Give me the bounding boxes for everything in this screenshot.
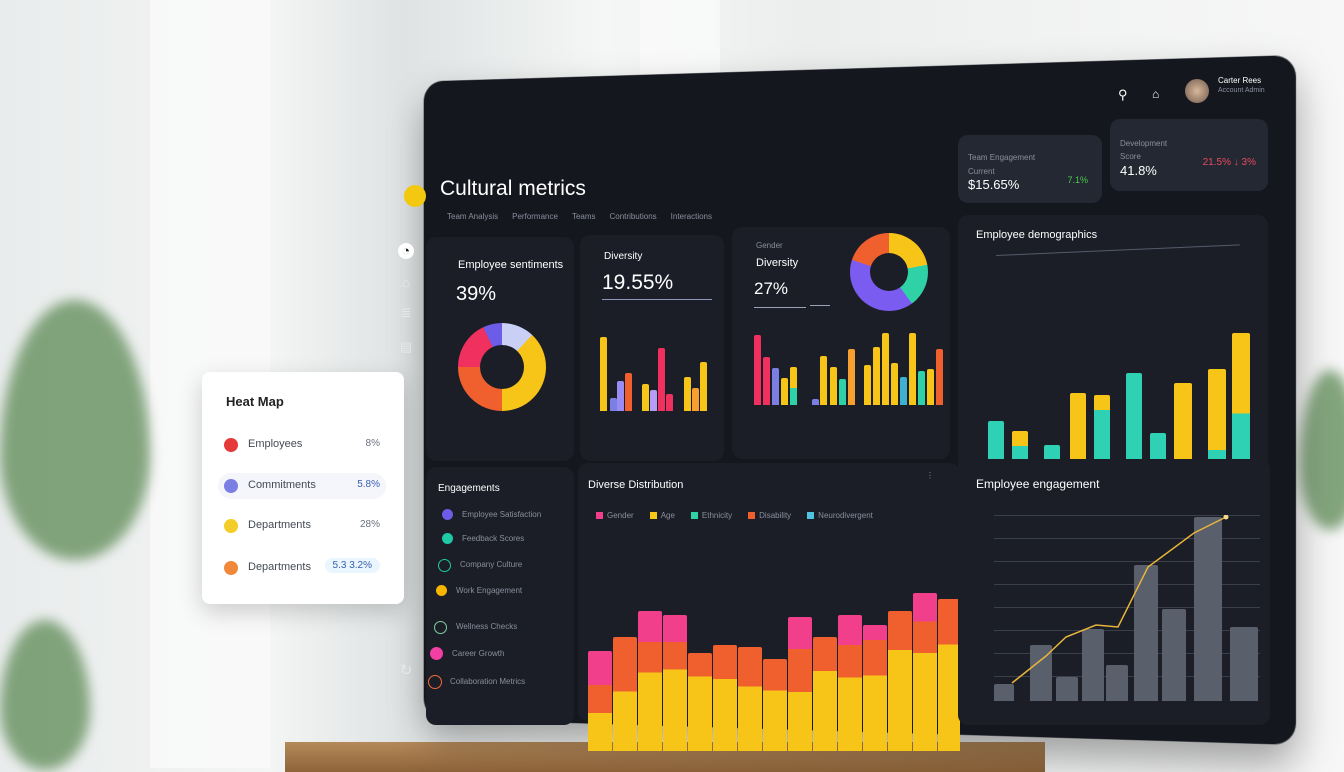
legend-swatch (807, 512, 815, 519)
diversity-donut-chart (850, 233, 928, 311)
tab-team-analysis[interactable]: Team Analysis (447, 212, 499, 221)
analytics-icon[interactable]: ⚲ (1118, 87, 1128, 102)
kpi-value: 41.8% (1120, 163, 1157, 178)
tab-performance[interactable]: Performance (512, 212, 558, 221)
more-options-icon[interactable]: ⋮ (926, 471, 934, 480)
sentiment-donut-chart (458, 323, 546, 411)
kpi-value: $15.65% (968, 177, 1020, 192)
kpi-delta: 21.5% ↓ 3% (1202, 157, 1256, 168)
tab-interactions[interactable]: Interactions (670, 212, 712, 221)
kpi-delta: 7.1% (1067, 175, 1088, 185)
divider (602, 299, 712, 300)
user-role: Account Admin (1218, 87, 1265, 94)
engagement-trend-line (1011, 515, 1229, 684)
departments-icon (224, 561, 238, 575)
avatar[interactable] (1185, 79, 1209, 103)
diversity-gender-bar-chart (754, 333, 944, 405)
tile-title: Engagements (438, 483, 500, 494)
diversity-tile: Diversity 19.55% (580, 235, 724, 461)
tile-title: Employee engagement (976, 477, 1100, 491)
tab-teams[interactable]: Teams (571, 212, 596, 221)
chart-legend: Gender Age Ethnicity Disability Neurodiv… (596, 511, 873, 520)
plant-decoration (0, 300, 150, 560)
commitments-icon (224, 479, 238, 493)
page-title: Cultural metrics (440, 177, 586, 200)
legend-swatch (649, 512, 657, 519)
legend-swatch (596, 512, 603, 519)
heat-map-item[interactable]: Departments 28% (218, 513, 386, 539)
refresh-icon[interactable]: ↻ (399, 662, 413, 679)
kpi-title: Team Engagement (968, 153, 1036, 162)
tile-title: Employee demographics (976, 229, 1098, 241)
notification-icon[interactable]: ⌂ (1152, 87, 1160, 101)
heat-map-item[interactable]: Commitments 5.8% (218, 473, 386, 499)
heat-map-card: Heat Map Employees 8% Commitments 5.8% D… (202, 372, 404, 604)
app-logo-icon[interactable] (404, 185, 426, 207)
tab-contributions[interactable]: Contributions (609, 212, 657, 221)
diversity-gender-tile: Gender Diversity 27% (732, 227, 950, 459)
divider (754, 307, 806, 308)
kpi-title: Development (1120, 139, 1168, 148)
reports-icon[interactable]: ≣ (400, 305, 412, 320)
engagement-combo-chart (994, 515, 1260, 701)
heat-map-item[interactable]: Employees 8% (218, 432, 386, 458)
kpi-subtitle: Score (1120, 152, 1141, 161)
plant-decoration (1300, 370, 1344, 530)
heat-map-item[interactable]: Departments 5.3 3.2% (218, 555, 386, 581)
nav-tabs: Team Analysis Performance Teams Contribu… (447, 212, 712, 221)
divider (810, 305, 830, 306)
documents-icon[interactable]: ▤ (399, 339, 413, 354)
engagements-tile: Engagements Employee Satisfaction Feedba… (426, 467, 574, 725)
home-icon[interactable]: ⌂ (402, 275, 410, 290)
demographics-bar-chart (988, 261, 1258, 477)
gridline (995, 244, 1240, 256)
employee-sentiments-tile: Employee sentiments 39% (426, 237, 574, 461)
tile-title: Diversity (604, 251, 643, 262)
departments-icon (224, 519, 238, 533)
plant-decoration (0, 620, 90, 770)
tile-title: Employee sentiments (458, 259, 564, 271)
diverse-distribution-tile: Diverse Distribution ⋮ Gender Age Ethnic… (578, 463, 960, 751)
diverse-stacked-bar-chart (588, 571, 960, 751)
kpi-card-team-engagement[interactable]: Team Engagement Current $15.65% 7.1% (958, 135, 1102, 203)
tile-value: 39% (456, 283, 497, 305)
heat-map-title: Heat Map (226, 394, 284, 409)
user-name: Carter Rees (1218, 76, 1262, 85)
kpi-subtitle: Current (968, 167, 995, 176)
employees-icon (224, 438, 238, 452)
tile-value: 19.55% (602, 271, 674, 294)
tile-title: Diverse Distribution (588, 479, 684, 491)
employee-engagement-tile: Employee engagement (958, 459, 1270, 725)
tile-title: Diversity (756, 257, 799, 269)
tile-value: 27% (754, 279, 789, 298)
employee-demographics-tile: Employee demographics (958, 215, 1268, 495)
legend-swatch (690, 512, 698, 519)
kpi-card-development[interactable]: Development Score 41.8% 21.5% ↓ 3% (1110, 119, 1268, 191)
legend-swatch (748, 512, 756, 519)
diversity-bar-chart (600, 335, 712, 411)
tile-label: Gender (756, 241, 783, 250)
dashboard-screen: Cultural metrics Team Analysis Performan… (342, 55, 1296, 751)
dashboard-icon[interactable]: ◔ (398, 243, 414, 259)
